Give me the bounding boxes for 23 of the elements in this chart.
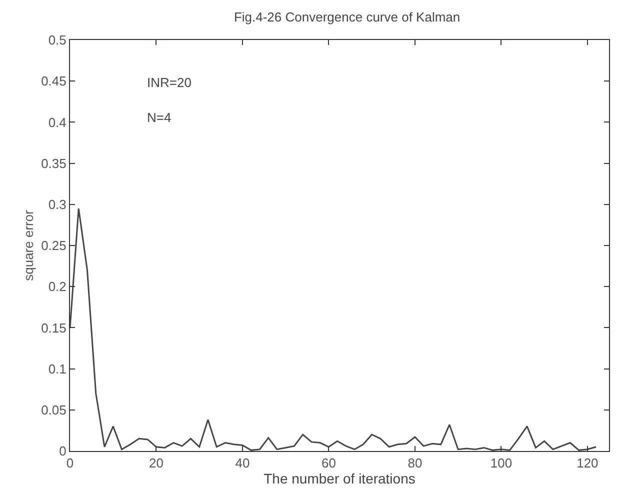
y-tick-label: 0.25 xyxy=(41,238,66,254)
x-tick-label: 120 xyxy=(576,456,598,471)
y-tick-label: 0.45 xyxy=(41,74,66,89)
x-axis-title: The number of iterations xyxy=(264,470,416,487)
annotation: INR=20 xyxy=(147,75,192,90)
y-tick-label: 0 xyxy=(59,444,66,459)
y-tick-label: 0.5 xyxy=(48,32,66,48)
line-series xyxy=(70,208,597,451)
y-tick-label: 0.05 xyxy=(41,402,66,418)
chart-title: Fig.4-26 Convergence curve of Kalman xyxy=(234,10,460,25)
x-tick-label: 60 xyxy=(321,456,336,471)
x-tick-label: 40 xyxy=(235,456,250,471)
annotation: N=4 xyxy=(147,110,172,125)
x-tick-label: 80 xyxy=(408,456,422,471)
y-tick-label: 0.2 xyxy=(48,279,66,294)
x-tick-label: 20 xyxy=(149,456,164,471)
y-tick-label: 0.4 xyxy=(48,114,66,130)
y-axis-title: square error xyxy=(21,209,36,281)
y-tick-label: 0.35 xyxy=(41,156,66,171)
x-tick-label: 100 xyxy=(490,456,512,471)
y-tick-label: 0.1 xyxy=(48,361,66,376)
y-tick-label: 0.15 xyxy=(41,320,66,336)
y-tick-label: 0.3 xyxy=(48,196,66,212)
